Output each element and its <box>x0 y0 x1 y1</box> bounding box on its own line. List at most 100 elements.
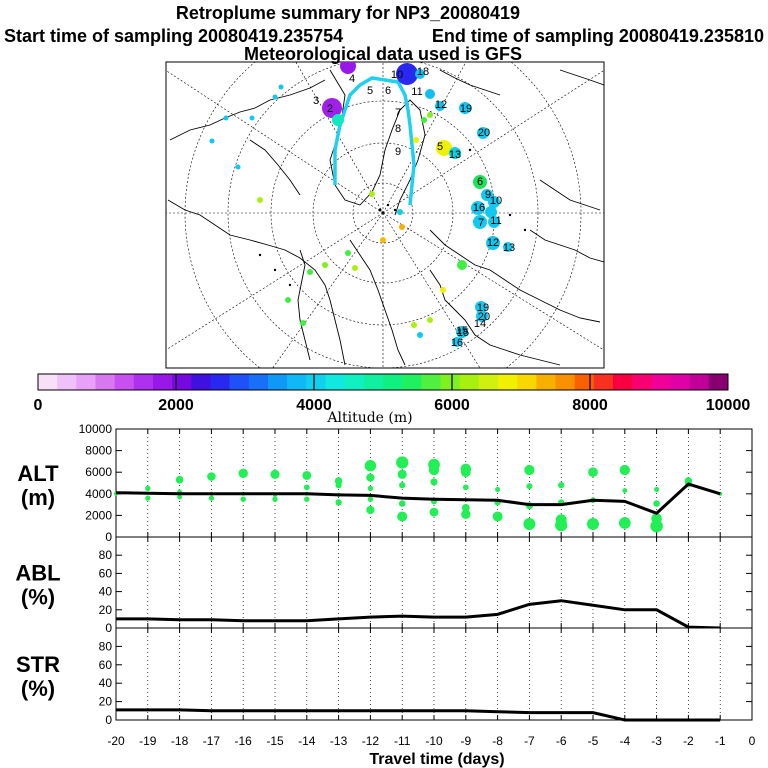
panel-label: ALT <box>17 461 59 486</box>
colorbar-swatch <box>555 374 575 390</box>
map-day-label: 12 <box>487 237 499 249</box>
colorbar-swatch <box>325 374 345 390</box>
plume-altitude-point <box>302 471 312 480</box>
colorbar-tick-label: 0 <box>34 397 43 414</box>
colorbar-swatch <box>440 374 460 390</box>
panel-alt: 0 2000 4000 6000 8000 10000 ALT(m) <box>17 422 753 544</box>
end-time-label: End time of sampling 20080419.235810 <box>432 26 764 46</box>
y-tick-label: 40 <box>99 585 113 599</box>
panel-unit-label: (m) <box>21 485 55 510</box>
colorbar-swatch <box>268 374 288 390</box>
panel-label: ABL <box>15 561 60 586</box>
map-day-label: 11 <box>411 86 422 98</box>
y-tick-label: 0 <box>105 621 112 635</box>
x-tick-label: -2 <box>683 734 694 748</box>
colorbar-tick-label: 10000 <box>706 397 751 414</box>
plume-altitude-point <box>366 473 375 482</box>
map-day-label: 14 <box>474 318 486 330</box>
series-line-abl <box>116 599 721 630</box>
x-tick-label: -20 <box>107 734 125 748</box>
y-tick-label: 40 <box>99 676 113 690</box>
plume-altitude-point <box>334 477 343 485</box>
colorbar-swatch <box>459 374 480 390</box>
x-tick-label: -9 <box>460 734 471 748</box>
plume-altitude-point <box>304 496 310 502</box>
y-tick-label: 80 <box>99 639 113 653</box>
y-tick-label: 0 <box>105 713 112 727</box>
colorbar-swatch <box>363 374 384 390</box>
map-day-label: 16 <box>451 337 463 349</box>
map-day-label: 20 <box>478 127 490 139</box>
plume-altitude-point <box>207 472 216 481</box>
plume-altitude-point <box>461 503 470 512</box>
colorbar-swatch <box>651 374 671 390</box>
map-day-label: 6 <box>477 176 483 188</box>
start-time-label: Start time of sampling 20080419.235754 <box>4 26 343 46</box>
colorbar-swatch <box>76 374 96 390</box>
y-tick-label: 8000 <box>85 444 112 458</box>
plume-altitude-point <box>397 469 407 479</box>
map-day-label: 18 <box>417 66 429 78</box>
plume-altitude-point <box>367 485 374 492</box>
map-day-label: 2 <box>327 103 333 115</box>
altitude-colorbar <box>37 373 729 391</box>
plume-altitude-point <box>619 464 630 476</box>
map-day-label: 10 <box>391 69 403 81</box>
meteorological-data-label: Meteorological data used is GFS <box>244 44 522 64</box>
map-day-label: 11 <box>490 215 501 227</box>
x-axis-tick-labels: -20 -19 -18 -17 -16 -15 -14 -13 -12 -11 -10 -9 -8 -7-… <box>107 734 755 748</box>
colorbar-swatch <box>593 374 614 390</box>
colorbar-swatch <box>383 374 403 390</box>
plume-altitude-point <box>238 468 248 478</box>
plume-altitude-point <box>587 518 599 531</box>
plume-altitude-point <box>398 500 406 507</box>
plume-altitude-point <box>558 482 565 489</box>
map-day-label: 6 <box>385 85 391 97</box>
x-tick-label: -4 <box>619 734 630 748</box>
colorbar-swatch <box>114 374 135 390</box>
x-tick-label: -16 <box>235 734 253 748</box>
colorbar-tick-label: 2000 <box>158 397 194 414</box>
colorbar-swatch <box>689 374 710 390</box>
x-tick-label: -1 <box>715 734 726 748</box>
y-tick-label: 80 <box>99 548 113 562</box>
plume-altitude-point <box>523 518 536 531</box>
map-day-label: 15 <box>456 325 468 337</box>
plume-markers <box>209 62 513 347</box>
plume-altitude-point <box>399 482 406 489</box>
map-day-label: 13 <box>449 149 461 161</box>
plume-altitude-point <box>240 496 246 502</box>
y-tick-label: 20 <box>99 603 113 617</box>
plume-altitude-point <box>303 484 310 491</box>
colorbar-swatch <box>95 374 115 390</box>
panel-label: STR <box>16 652 60 677</box>
map-day-label: 13 <box>503 242 515 254</box>
x-tick-label: -12 <box>362 734 380 748</box>
colorbar-swatch <box>574 374 595 390</box>
plume-altitude-point <box>526 483 533 490</box>
panel-abl: 0 20 40 60 80 ABL(%) <box>15 536 753 635</box>
plume-altitude-point <box>335 499 342 506</box>
plume-altitude-point <box>175 475 184 484</box>
plume-altitude-point <box>429 507 439 517</box>
colorbar-swatch <box>306 374 326 390</box>
map-day-label: 9 <box>485 189 491 201</box>
colorbar-swatch <box>229 374 250 390</box>
colorbar-label: Altitude (m) <box>326 410 412 426</box>
x-tick-label: -13 <box>330 734 348 748</box>
plume-altitude-point <box>272 496 278 502</box>
map-day-label: 8 <box>395 123 401 135</box>
colorbar-swatch <box>210 374 230 390</box>
y-tick-label: 0 <box>105 530 112 544</box>
map-day-label: 9 <box>395 146 401 158</box>
map-day-label: 12 <box>435 99 447 111</box>
y-tick-label: 60 <box>99 566 113 580</box>
meridian-lines <box>166 62 604 368</box>
x-tick-label: -17 <box>203 734 221 748</box>
plume-altitude-point <box>651 513 662 524</box>
x-tick-label: -7 <box>524 734 535 748</box>
colorbar-tick-label: 4000 <box>296 397 332 414</box>
plume-altitude-point <box>364 460 377 472</box>
